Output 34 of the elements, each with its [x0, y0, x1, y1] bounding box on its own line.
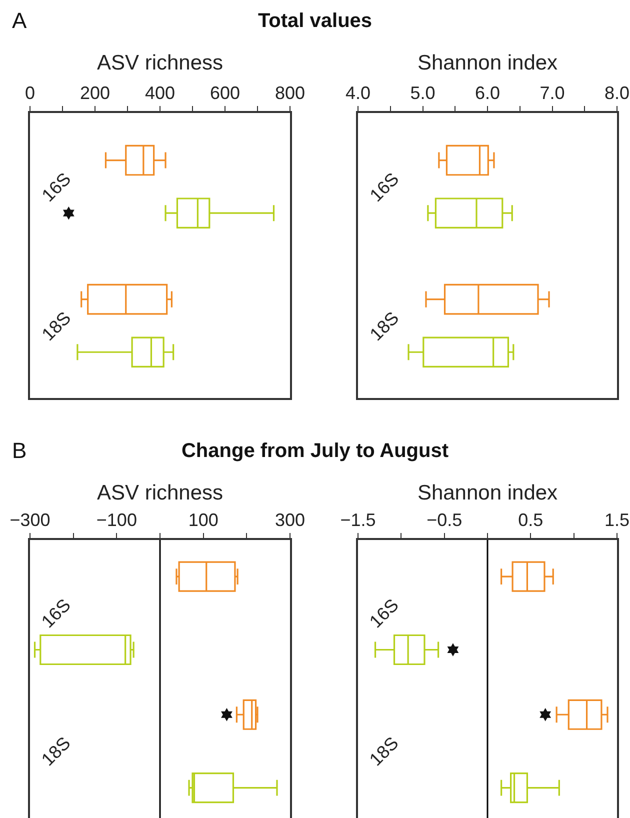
chart-title: Shannon index	[417, 51, 558, 74]
x-tick-label: 800	[274, 82, 306, 103]
y-tick-label: 18S	[366, 308, 403, 345]
y-tick-label: 18S	[366, 732, 402, 770]
x-tick-label: 5.0	[410, 82, 436, 103]
text: A	[12, 8, 27, 34]
x-tick-label: 300	[274, 510, 306, 530]
y-tick-label: 16S	[366, 168, 403, 206]
text: B	[12, 438, 27, 464]
x-tick-label: 7.0	[540, 82, 565, 103]
x-tick-label: −0.5	[426, 510, 462, 530]
y-tick-label: 16S	[38, 594, 74, 632]
chart-title: ASV richness	[96, 51, 224, 74]
x-tick-label: −300	[10, 510, 50, 530]
x-tick-label: 200	[80, 82, 110, 103]
x-tick-label: 400	[144, 82, 176, 103]
x-tick-label: 8.0	[604, 82, 630, 103]
text: Total values	[258, 10, 372, 33]
x-tick-label: 0.5	[518, 510, 544, 530]
chart-title: Shannon index	[417, 481, 558, 504]
x-tick-label: 6.0	[474, 82, 500, 103]
x-tick-label: −100	[96, 510, 137, 530]
y-tick-label: 16S	[38, 168, 75, 206]
x-tick-label: −1.5	[340, 510, 376, 530]
x-tick-label: 600	[210, 82, 240, 103]
y-tick-label: 16S	[366, 594, 402, 632]
y-tick-label: 18S	[38, 308, 75, 345]
y-tick-label: 18S	[38, 732, 74, 770]
x-tick-label: 100	[188, 510, 218, 530]
text: Change from July to August	[181, 440, 449, 463]
x-tick-label: 4.0	[345, 82, 371, 103]
x-tick-label: 1.5	[604, 510, 630, 530]
x-tick-label: 0	[24, 82, 36, 103]
chart-title: ASV richness	[96, 481, 224, 504]
